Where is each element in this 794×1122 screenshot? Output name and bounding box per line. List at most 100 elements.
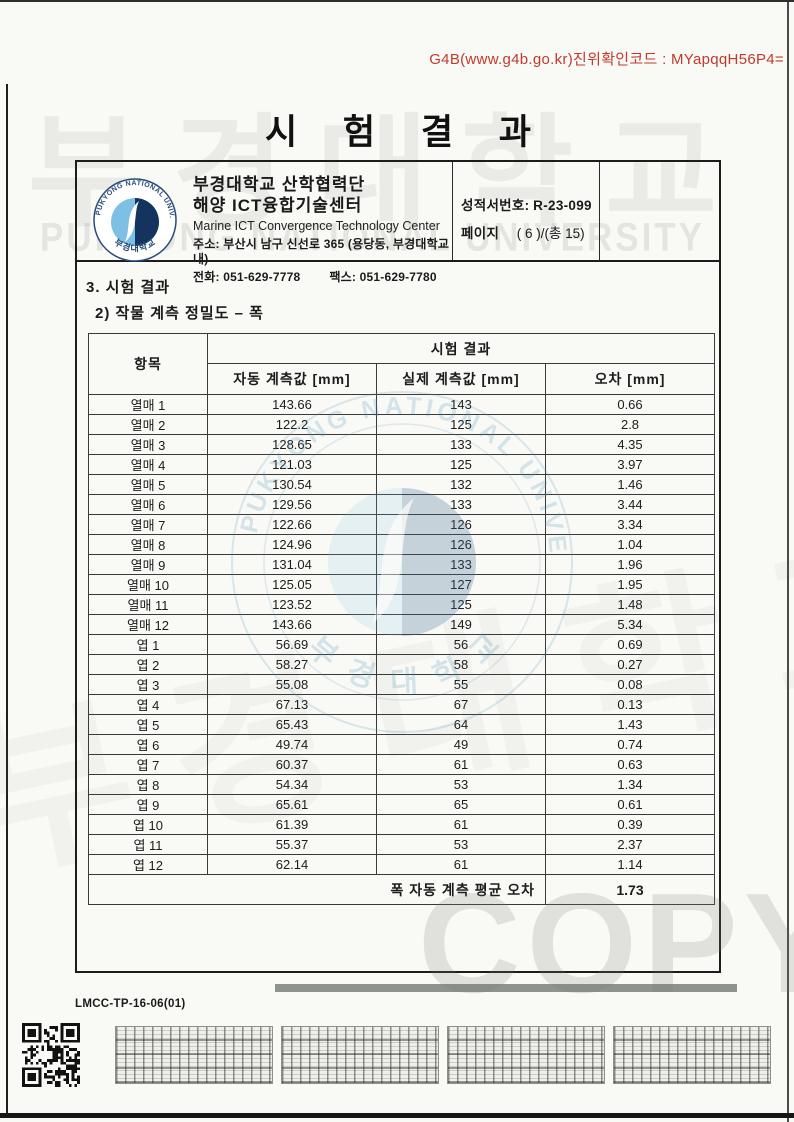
cell-actual: 132	[376, 474, 546, 495]
scan-edge-right	[787, 2, 789, 1122]
report-meta-block: 성적서번호: R-23-099 페이지 ( 6 )/(총 15)	[452, 162, 599, 260]
scan-edge-top	[0, 0, 794, 2]
table-row: 열매 3 128.65 133 4.35	[88, 434, 716, 455]
cell-item: 엽 4	[88, 694, 208, 715]
page-title: 시 험 결 과	[265, 113, 549, 152]
cell-actual: 126	[376, 514, 546, 535]
results-table: 항목 시험 결과 자동 계측값 [mm] 실제 계측값 [mm] 오차 [mm]…	[88, 333, 716, 905]
org-fax: 팩스: 051-629-7780	[329, 270, 437, 285]
cell-auto: 130.54	[207, 474, 377, 495]
page-value: ( 6 )/(총 15)	[516, 226, 585, 241]
cell-actual: 125	[376, 454, 546, 475]
table-row: 열매 1 143.66 143 0.66	[88, 394, 716, 415]
cell-auto: 67.13	[207, 694, 377, 715]
cell-actual: 56	[376, 634, 546, 655]
cell-auto: 60.37	[207, 754, 377, 775]
security-pattern-3	[447, 1026, 605, 1084]
cell-error: 3.34	[544, 514, 716, 535]
summary-value: 1.73	[544, 874, 716, 905]
cell-error: 0.69	[544, 634, 716, 655]
table-row: 엽 7 60.37 61 0.63	[88, 754, 716, 775]
org-phone: 전화: 051-629-7778	[193, 270, 301, 285]
cell-item: 엽 1	[88, 634, 208, 655]
organization-text: 부경대학교 산학협력단 해양 ICT융합기술센터 Marine ICT Conv…	[185, 172, 452, 284]
cell-auto: 62.14	[207, 854, 377, 875]
cell-item: 엽 9	[88, 794, 208, 815]
cell-item: 열매 2	[88, 414, 208, 435]
cell-auto: 122.66	[207, 514, 377, 535]
cell-item: 열매 6	[88, 494, 208, 515]
col-header-group: 시험 결과	[206, 333, 716, 364]
cell-actual: 125	[376, 414, 546, 435]
cell-item: 엽 5	[88, 714, 208, 735]
cell-error: 1.46	[544, 474, 716, 495]
cell-error: 2.8	[544, 414, 716, 435]
cell-item: 열매 7	[88, 514, 208, 535]
cell-item: 열매 10	[88, 574, 208, 595]
col-header-error: 오차 [mm]	[544, 363, 716, 395]
cell-item: 열매 4	[88, 454, 208, 475]
cell-auto: 61.39	[207, 814, 377, 835]
cell-error: 2.37	[544, 834, 716, 855]
cell-item: 엽 7	[88, 754, 208, 775]
table-row: 열매 7 122.66 126 3.34	[88, 514, 716, 535]
cell-auto: 128.65	[207, 434, 377, 455]
table-row: 열매 4 121.03 125 3.97	[88, 454, 716, 475]
table-row: 열매 5 130.54 132 1.46	[88, 474, 716, 495]
university-logo: PUKYONG NATIONAL UNIV. 부경대학교	[89, 172, 185, 262]
table-row: 엽 12 62.14 61 1.14	[88, 854, 716, 875]
cell-error: 1.96	[544, 554, 716, 575]
section-heading: 3. 시험 결과	[86, 279, 171, 296]
scan-edge-left	[6, 84, 8, 1118]
summary-row: 폭 자동 계측 평균 오차 1.73	[88, 874, 716, 905]
qr-code	[22, 1018, 80, 1092]
cell-error: 0.39	[544, 814, 716, 835]
cell-actual: 53	[376, 774, 546, 795]
report-number-value: R-23-099	[533, 198, 592, 213]
table-row: 엽 5 65.43 64 1.43	[88, 714, 716, 735]
report-number-label: 성적서번호:	[461, 198, 530, 213]
cell-auto: 55.37	[207, 834, 377, 855]
cell-actual: 133	[376, 434, 546, 455]
cell-actual: 61	[376, 854, 546, 875]
table-row: 열매 11 123.52 125 1.48	[88, 594, 716, 615]
cell-error: 3.44	[544, 494, 716, 515]
cell-actual: 125	[376, 594, 546, 615]
cell-item: 열매 11	[88, 594, 208, 615]
report-content-box: PUKYONG NATIONAL UNIV. 부경대학교 부경대학교 산학협력단…	[75, 160, 721, 973]
cell-error: 1.95	[544, 574, 716, 595]
scan-edge-bottom	[0, 1113, 794, 1118]
cell-item: 엽 10	[88, 814, 208, 835]
table-row: 엽 8 54.34 53 1.34	[88, 774, 716, 795]
cell-item: 엽 3	[88, 674, 208, 695]
cell-auto: 143.66	[207, 394, 377, 415]
table-row: 열매 8 124.96 126 1.04	[88, 534, 716, 555]
col-header-item: 항목	[88, 333, 208, 395]
cell-actual: 67	[376, 694, 546, 715]
org-name-line1: 부경대학교 산학협력단	[193, 175, 366, 194]
cell-item: 열매 8	[88, 534, 208, 555]
cell-actual: 53	[376, 834, 546, 855]
g4b-verification-code: G4B(www.g4b.go.kr)진위확인코드 : MYapqqH56P4=	[429, 51, 784, 68]
table-row: 엽 1 56.69 56 0.69	[88, 634, 716, 655]
cell-actual: 126	[376, 534, 546, 555]
cell-auto: 123.52	[207, 594, 377, 615]
table-row: 엽 3 55.08 55 0.08	[88, 674, 716, 695]
document-code: LMCC-TP-16-06(01)	[75, 998, 186, 1010]
cell-error: 0.08	[544, 674, 716, 695]
table-row: 열매 9 131.04 133 1.96	[88, 554, 716, 575]
cell-item: 엽 11	[88, 834, 208, 855]
cell-actual: 49	[376, 734, 546, 755]
footer-gray-bar	[275, 984, 737, 992]
cell-item: 열매 5	[88, 474, 208, 495]
cell-error: 0.74	[544, 734, 716, 755]
table-body: 열매 1 143.66 143 0.66 열매 2 122.2 125 2.8 열매 3 128.…	[88, 394, 716, 875]
cell-item: 열매 1	[88, 394, 208, 415]
cell-error: 0.13	[544, 694, 716, 715]
cell-actual: 143	[376, 394, 546, 415]
cell-item: 엽 6	[88, 734, 208, 755]
cell-item: 엽 8	[88, 774, 208, 795]
security-pattern-1	[115, 1026, 273, 1084]
col-header-auto: 자동 계측값 [mm]	[207, 363, 377, 395]
cell-actual: 61	[376, 814, 546, 835]
